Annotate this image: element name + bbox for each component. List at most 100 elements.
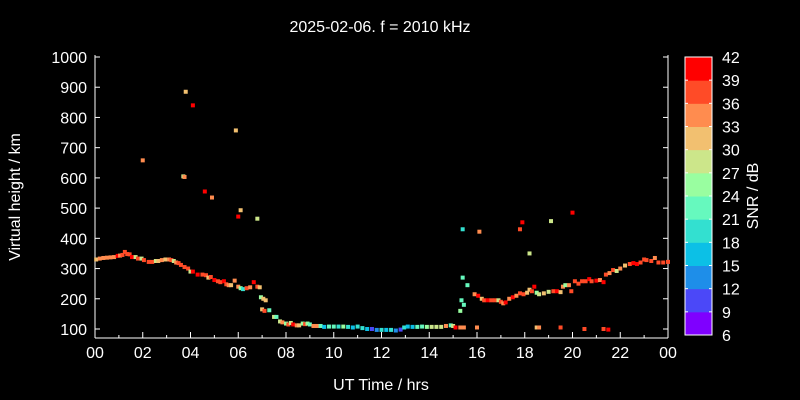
x-tick-label: 22 — [611, 345, 629, 362]
data-point — [174, 260, 179, 265]
x-tick-label: 10 — [325, 345, 343, 362]
colorbar-segment — [685, 80, 712, 104]
data-point — [424, 324, 429, 329]
colorbar-tick-label: 9 — [722, 305, 731, 322]
data-point — [236, 214, 241, 219]
data-point — [389, 327, 394, 332]
data-point — [262, 308, 267, 313]
data-point — [255, 216, 260, 221]
x-tick-label: 12 — [373, 345, 391, 362]
data-point — [461, 302, 466, 307]
x-tick-label: 04 — [182, 345, 200, 362]
data-point — [350, 325, 355, 330]
data-point — [405, 324, 410, 329]
data-point — [503, 300, 508, 305]
colorbar-segment — [685, 196, 712, 220]
data-point — [278, 319, 283, 324]
colorbar-tick-label: 15 — [722, 259, 740, 276]
data-point — [601, 327, 606, 331]
data-point — [221, 279, 226, 284]
data-point — [501, 301, 506, 306]
colorbar-segment — [685, 103, 712, 127]
data-point — [182, 265, 187, 270]
data-point — [634, 262, 639, 267]
data-points — [94, 89, 670, 333]
data-point — [477, 229, 482, 234]
data-point — [458, 308, 463, 313]
y-tick-label: 900 — [60, 80, 87, 97]
data-point — [122, 249, 127, 254]
data-point — [288, 320, 293, 325]
data-point — [398, 327, 403, 332]
data-point — [238, 208, 243, 213]
y-tick-label: 300 — [60, 262, 87, 279]
colorbar-segment — [685, 172, 712, 197]
data-point — [167, 257, 172, 262]
data-point — [558, 325, 563, 330]
colorbar-tick-label: 30 — [722, 143, 740, 160]
data-point — [507, 296, 512, 301]
data-point — [420, 324, 425, 329]
data-point — [614, 268, 619, 273]
colorbar-segment — [685, 242, 712, 266]
data-point — [115, 253, 120, 258]
data-point — [520, 220, 525, 225]
data-point — [580, 279, 585, 284]
data-point — [178, 262, 183, 267]
data-point — [315, 323, 320, 328]
data-point — [549, 219, 554, 224]
data-point — [572, 279, 577, 284]
data-point — [451, 323, 456, 328]
data-point — [133, 255, 138, 260]
data-point — [209, 195, 214, 200]
data-point — [527, 287, 532, 292]
data-point — [139, 256, 144, 261]
data-point — [188, 269, 193, 274]
data-point — [101, 255, 106, 260]
colorbar-tick-label: 33 — [722, 120, 740, 137]
data-point — [563, 283, 568, 288]
data-point — [551, 289, 556, 294]
colorbar-segment — [685, 126, 712, 151]
data-point — [479, 296, 484, 301]
data-point — [554, 289, 559, 294]
data-point — [534, 290, 539, 295]
y-tick-label: 700 — [60, 141, 87, 158]
data-point — [546, 289, 551, 294]
data-point — [415, 324, 420, 329]
data-point — [169, 258, 174, 263]
data-point — [118, 253, 123, 258]
data-point — [153, 259, 158, 263]
data-point — [208, 275, 213, 280]
data-point — [517, 291, 522, 296]
data-point — [229, 283, 234, 288]
data-point — [195, 272, 200, 277]
colorbar: 6 9 12 15 18 21 24 27 30 33 36 39 42 — [684, 50, 740, 345]
data-point — [141, 258, 146, 263]
data-point — [656, 260, 661, 265]
data-point — [369, 327, 374, 331]
data-point — [127, 252, 132, 257]
data-point — [525, 290, 530, 295]
data-point — [311, 323, 316, 328]
data-point — [534, 325, 539, 330]
data-point — [631, 261, 636, 266]
data-point — [638, 260, 643, 265]
colorbar-tick-label: 24 — [722, 189, 740, 206]
data-point — [652, 255, 657, 260]
data-point — [305, 321, 310, 326]
data-point — [150, 259, 155, 264]
colorbar-tick-label: 6 — [722, 328, 731, 345]
data-point — [224, 282, 229, 287]
x-tick-label: 14 — [420, 345, 438, 362]
data-point — [215, 279, 220, 284]
y-tick-label: 400 — [60, 231, 87, 248]
x-tick-label: 00 — [659, 345, 677, 362]
data-point — [570, 210, 575, 215]
data-point — [465, 283, 470, 288]
colorbar-tick-label: 39 — [722, 73, 740, 90]
data-point — [587, 277, 592, 282]
data-point — [532, 284, 537, 289]
colorbar-tick-label: 21 — [722, 212, 740, 229]
